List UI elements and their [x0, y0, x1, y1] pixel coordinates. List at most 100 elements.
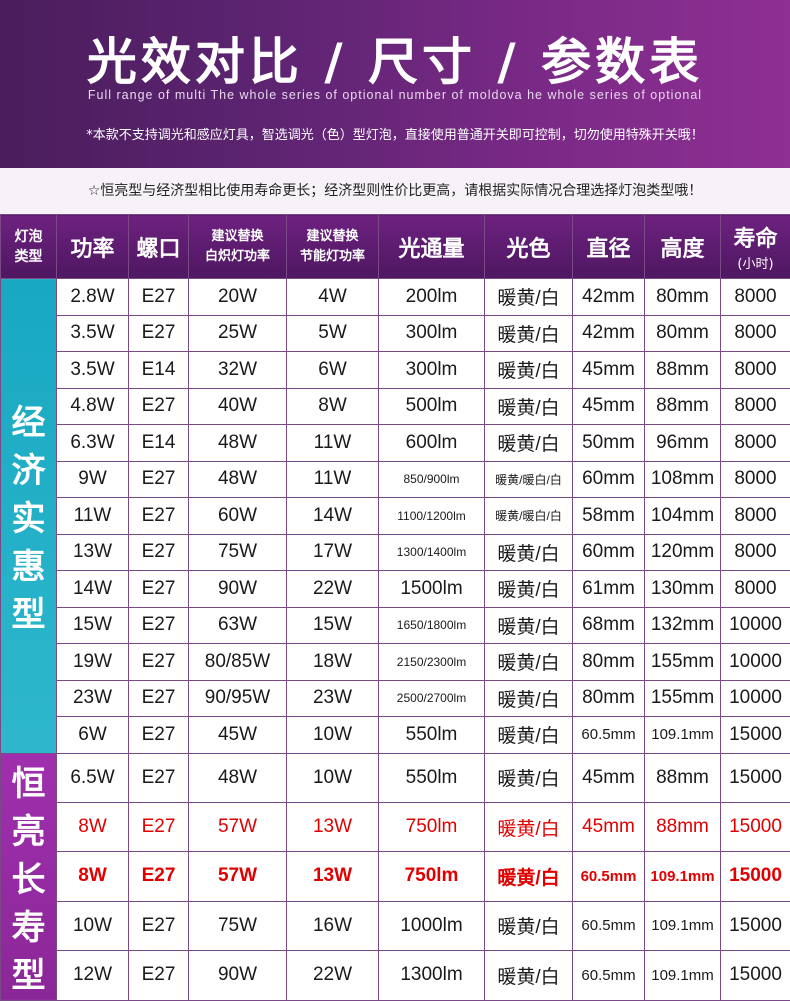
- cell-incand: 90/95W: [189, 680, 287, 717]
- cell-lumen: 600lm: [379, 425, 485, 462]
- cell-power: 6W: [57, 717, 129, 754]
- cell-diameter: 80mm: [573, 680, 645, 717]
- category-char: 恒: [1, 760, 56, 808]
- cell-base: E27: [129, 534, 189, 571]
- cell-power: 6.5W: [57, 753, 129, 802]
- cell-lumen: 1300lm: [379, 951, 485, 1000]
- cell-incand: 25W: [189, 315, 287, 352]
- cell-color: 暖黄/白: [485, 388, 573, 425]
- cell-lumen: 2500/2700lm: [379, 680, 485, 717]
- cell-power: 3.5W: [57, 315, 129, 352]
- cell-height: 109.1mm: [645, 901, 721, 950]
- cell-lumen: 850/900lm: [379, 461, 485, 498]
- cell-base: E27: [129, 802, 189, 851]
- cell-height: 155mm: [645, 680, 721, 717]
- cell-base: E27: [129, 571, 189, 608]
- cell-lumen: 200lm: [379, 279, 485, 316]
- cell-power: 3.5W: [57, 352, 129, 389]
- cell-diameter: 60.5mm: [573, 901, 645, 950]
- cell-base: E27: [129, 461, 189, 498]
- cell-color: 暖黄/白: [485, 607, 573, 644]
- cell-height: 88mm: [645, 753, 721, 802]
- cell-diameter: 60mm: [573, 534, 645, 571]
- cell-incand: 60W: [189, 498, 287, 535]
- cell-incand: 48W: [189, 461, 287, 498]
- cell-life: 8000: [721, 461, 790, 498]
- category-char: 惠: [1, 543, 56, 591]
- cell-height: 120mm: [645, 534, 721, 571]
- cell-life: 15000: [721, 951, 790, 1000]
- cell-lumen: 750lm: [379, 802, 485, 851]
- cell-diameter: 45mm: [573, 388, 645, 425]
- cell-cfl: 16W: [287, 901, 379, 950]
- cell-color: 暖黄/白: [485, 852, 573, 901]
- cell-life: 15000: [721, 852, 790, 901]
- cell-base: E27: [129, 951, 189, 1000]
- cell-incand: 48W: [189, 753, 287, 802]
- header-cfl: 建议替换节能灯功率: [287, 215, 379, 279]
- cell-lumen: 550lm: [379, 717, 485, 754]
- cell-color: 暖黄/白: [485, 951, 573, 1000]
- cell-diameter: 42mm: [573, 315, 645, 352]
- cell-color: 暖黄/白: [485, 425, 573, 462]
- cell-cfl: 13W: [287, 802, 379, 851]
- cell-lumen: 2150/2300lm: [379, 644, 485, 681]
- cell-base: E14: [129, 352, 189, 389]
- cell-height: 155mm: [645, 644, 721, 681]
- cell-diameter: 61mm: [573, 571, 645, 608]
- type-tip: ☆恒亮型与经济型相比使用寿命更长；经济型则性价比更高，请根据实际情况合理选择灯泡…: [0, 168, 790, 214]
- cell-incand: 57W: [189, 802, 287, 851]
- cell-cfl: 13W: [287, 852, 379, 901]
- cell-lumen: 550lm: [379, 753, 485, 802]
- cell-incand: 90W: [189, 571, 287, 608]
- cell-cfl: 8W: [287, 388, 379, 425]
- cell-power: 12W: [57, 951, 129, 1000]
- cell-life: 8000: [721, 425, 790, 462]
- cell-cfl: 22W: [287, 571, 379, 608]
- cell-base: E27: [129, 498, 189, 535]
- cell-diameter: 80mm: [573, 644, 645, 681]
- cell-base: E27: [129, 753, 189, 802]
- header-life: 寿命(小时): [721, 215, 790, 279]
- cell-incand: 75W: [189, 534, 287, 571]
- cell-life: 8000: [721, 498, 790, 535]
- cell-color: 暖黄/白: [485, 802, 573, 851]
- cell-diameter: 45mm: [573, 352, 645, 389]
- cell-lumen: 1650/1800lm: [379, 607, 485, 644]
- page-subtitle: Full range of multi The whole series of …: [0, 88, 790, 102]
- header-diameter: 直径: [573, 215, 645, 279]
- category-char: 寿: [1, 904, 56, 952]
- cell-life: 8000: [721, 352, 790, 389]
- cell-base: E27: [129, 680, 189, 717]
- cell-power: 8W: [57, 802, 129, 851]
- cell-height: 109.1mm: [645, 717, 721, 754]
- cell-height: 88mm: [645, 352, 721, 389]
- cell-cfl: 10W: [287, 717, 379, 754]
- category-char: 济: [1, 447, 56, 495]
- cell-power: 9W: [57, 461, 129, 498]
- cell-color: 暖黄/白: [485, 534, 573, 571]
- category-char: 型: [1, 952, 56, 1000]
- cell-lumen: 1500lm: [379, 571, 485, 608]
- cell-diameter: 60mm: [573, 461, 645, 498]
- header-base: 螺口: [129, 215, 189, 279]
- category-char: 型: [1, 591, 56, 639]
- cell-height: 109.1mm: [645, 852, 721, 901]
- cell-power: 13W: [57, 534, 129, 571]
- cell-color: 暖黄/白: [485, 279, 573, 316]
- cell-power: 6.3W: [57, 425, 129, 462]
- header-type: 灯泡类型: [1, 215, 57, 279]
- cell-base: E27: [129, 279, 189, 316]
- cell-incand: 80/85W: [189, 644, 287, 681]
- cell-incand: 57W: [189, 852, 287, 901]
- cell-lumen: 1100/1200lm: [379, 498, 485, 535]
